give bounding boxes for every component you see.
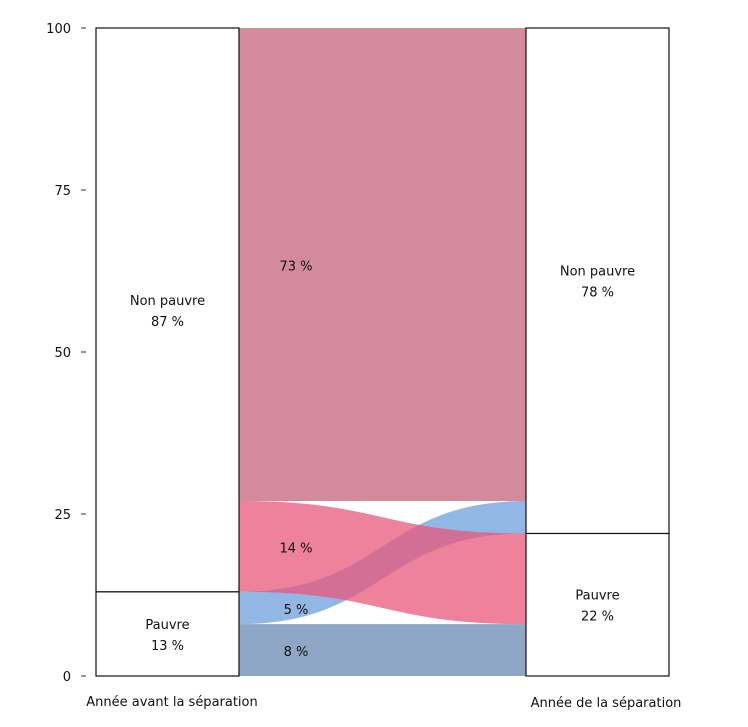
x-axis-label-left: Année avant la séparation: [86, 695, 258, 710]
flow-label: 8 %: [284, 645, 309, 660]
stratum-box: [525, 27, 670, 535]
strata-layer: Pauvre 13 % Non pauvre 87 % Pauvre 22 % Non pa…: [95, 27, 670, 677]
stratum-name: Pauvre: [575, 589, 619, 604]
stratum-box: [95, 591, 240, 677]
y-tick-label: 75: [54, 184, 71, 199]
flow-band: [239, 624, 526, 676]
stratum-name: Pauvre: [145, 618, 189, 633]
x-axis-label-right: Année de la séparation: [531, 696, 682, 711]
stratum-percent: 78 %: [581, 286, 614, 301]
flow-label: 73 %: [279, 260, 312, 275]
stratum-name: Non pauvre: [130, 294, 205, 309]
y-tick-label: 100: [46, 22, 71, 37]
stratum-box: [95, 27, 240, 593]
y-tick-label: 25: [54, 508, 71, 523]
stratum-percent: 22 %: [581, 610, 614, 625]
flow-labels-layer: 8 % 5 % 14 % 73 %: [279, 260, 312, 661]
flow-band: [239, 28, 526, 502]
flows-layer: [239, 28, 526, 676]
y-tick-label: 50: [54, 346, 71, 361]
y-axis: 0 25 50 75 100: [46, 22, 86, 685]
stratum-percent: 13 %: [151, 639, 184, 654]
y-tick-label: 0: [63, 670, 71, 685]
flow-label: 14 %: [279, 541, 312, 556]
flow-label: 5 %: [284, 603, 309, 618]
stratum-percent: 87 %: [151, 315, 184, 330]
flow-band: [239, 501, 526, 625]
stratum-box: [525, 532, 670, 677]
stratum-name: Non pauvre: [560, 265, 635, 280]
